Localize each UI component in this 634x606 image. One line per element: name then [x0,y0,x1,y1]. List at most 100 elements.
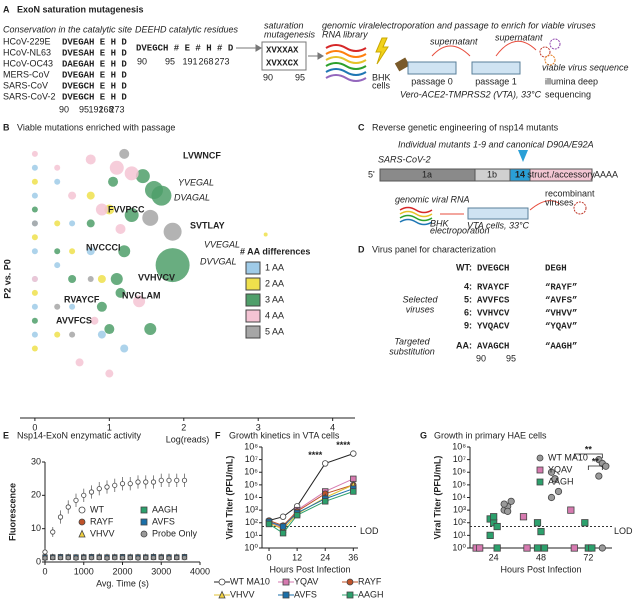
position: 95 [295,72,305,82]
x-tick-label: 0 [32,422,37,432]
annotation: NVCCCI [86,242,121,252]
bubble [105,369,114,378]
marker [279,529,287,537]
bubble [54,303,61,310]
bubble [31,345,38,352]
y-tick-label: 10³ [245,505,258,515]
annotation: LVWNCF [183,150,221,160]
annotation: SVTLAY [190,220,225,230]
marker [282,591,290,599]
x-tick-label: 3000 [151,566,171,576]
significance: **** [336,440,351,450]
marker [112,482,118,488]
panel-label: F [215,430,221,440]
position: 268 [98,104,113,114]
marker [570,544,578,552]
bubble [31,317,38,324]
caption: RNA library [322,29,368,39]
y-tick-label: 10⁷ [245,454,258,464]
chart-title: Growth kinetics in VTA cells [229,430,340,440]
marker [96,555,102,561]
group-label: viruses [406,304,435,314]
marker [602,462,610,470]
marker [279,523,287,530]
bubble [124,208,139,223]
marker [135,555,141,561]
marker [104,484,110,490]
strain-sequence: DVEGCH E H D [62,92,127,102]
legend-label: 4 AA [265,310,284,320]
panel-title: ExoN saturation mutagenesis [17,4,144,14]
annotation: NVCLAM [122,290,161,300]
annotation: DVVGAL [200,256,237,266]
caption: genomic viral RNA [395,194,470,204]
x-axis-label: Avg. Time (s) [96,578,149,588]
x-tick-label: 36 [348,552,358,562]
legend-label: 1 AA [265,262,284,272]
group-label: Targeted [394,336,430,346]
y-tick-label: 10⁰ [452,542,466,552]
marker [536,466,544,474]
strain-sequence: DAEGAH E H D [62,59,127,69]
bubble [31,248,38,255]
x-tick-label: 2000 [112,566,132,576]
position: 90 [263,72,273,82]
x-tick-label: 48 [536,552,546,562]
struct [529,168,593,182]
marker [507,497,515,505]
bubble [31,234,38,241]
marker [540,544,549,552]
y-tick-label: 10⁸ [452,441,466,451]
legend-swatch [245,309,261,323]
marker [547,468,556,476]
bubble [115,223,126,234]
bubble [87,276,94,282]
x-tick-label: 2 [181,422,186,432]
position: 90 [137,56,147,66]
bubble [85,154,96,165]
legend-label: RAYF [90,516,114,526]
catalytic-sequence: DVEGCH # E # H # D [136,43,234,53]
strain-name: SARS-CoV-2 [3,91,56,101]
row-label: 5: [464,294,472,304]
y-axis-label: Fluorescence [7,483,17,541]
annotation: AVVFCS [56,315,92,325]
y-tick-label: 10⁵ [452,479,466,489]
y-tick-label: 10⁴ [244,492,258,502]
marker [588,544,596,552]
marker [218,578,226,586]
y-tick-label: 30 [31,456,41,466]
significance-bracket [573,453,603,458]
bubble [144,323,157,336]
bubble [31,289,38,296]
panel-label: C [358,122,365,132]
legend-swatch [245,325,261,339]
series-line [268,478,354,529]
y-axis-label: Viral Titer (PFU/mL) [224,456,234,540]
bubble [142,209,159,226]
strain-sequence: DVESAH E H D [62,48,127,58]
bubble [54,220,61,227]
marker [119,555,126,561]
bubble [69,248,76,255]
marker [519,513,528,521]
row-motif: “AAGH” [545,341,577,351]
legend-label: WT [90,504,104,514]
caption: 5' [368,169,375,179]
caption: Vero-ACE2-TMPRSS2 (VTA), 33°C [400,89,542,99]
bubble [95,203,108,216]
x-tick-label: 1 [107,422,112,432]
annotation: FVVPCC [108,204,145,214]
marker [143,555,149,561]
rna-strand [325,56,367,64]
legend-title: # AA differences [240,246,310,256]
annotation: DVAGAL [174,192,210,202]
library-sequence: XVXXCX [266,58,299,68]
legend-swatch [245,293,261,307]
caption: illumina deep [545,76,598,86]
bubble [133,295,146,308]
marker [598,544,606,552]
caption: Conservation in the catalytic site [3,24,132,34]
arrow-head [317,52,324,60]
marker [127,481,133,487]
